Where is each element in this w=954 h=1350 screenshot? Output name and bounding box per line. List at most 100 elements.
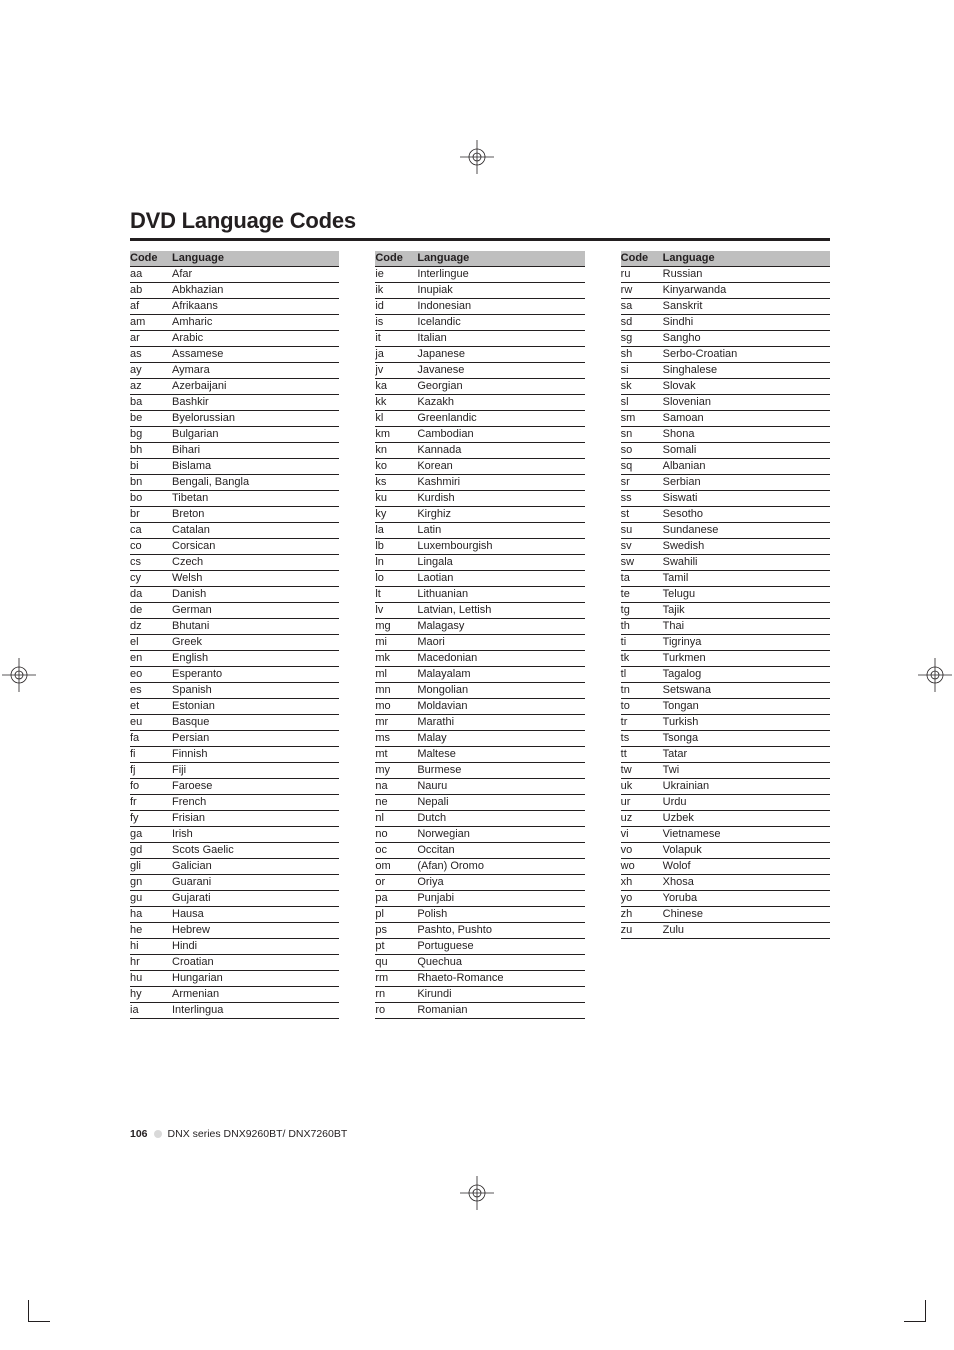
- cell-language: Icelandic: [417, 315, 584, 331]
- table-row: faPersian: [130, 731, 339, 747]
- table-row: ksKashmiri: [375, 475, 584, 491]
- cell-code: bg: [130, 427, 172, 443]
- footer-text: DNX series DNX9260BT/ DNX7260BT: [168, 1128, 348, 1140]
- cell-code: uz: [621, 811, 663, 827]
- table-row: quQuechua: [375, 955, 584, 971]
- cell-language: Samoan: [663, 411, 830, 427]
- cell-language: French: [172, 795, 339, 811]
- table-row: nlDutch: [375, 811, 584, 827]
- cell-language: Azerbaijani: [172, 379, 339, 395]
- table-row: srSerbian: [621, 475, 830, 491]
- table-row: ukUkrainian: [621, 779, 830, 795]
- cell-language: Tajik: [663, 603, 830, 619]
- cell-code: rm: [375, 971, 417, 987]
- cell-language: English: [172, 651, 339, 667]
- table-row: hiHindi: [130, 939, 339, 955]
- cell-code: bi: [130, 459, 172, 475]
- page-title: DVD Language Codes: [130, 208, 830, 234]
- cell-language: Tsonga: [663, 731, 830, 747]
- cell-language: Japanese: [417, 347, 584, 363]
- cell-language: Hausa: [172, 907, 339, 923]
- cell-code: fi: [130, 747, 172, 763]
- language-table: CodeLanguageieInterlingueikInupiakidIndo…: [375, 251, 584, 1019]
- table-row: noNorwegian: [375, 827, 584, 843]
- cell-code: as: [130, 347, 172, 363]
- cell-code: la: [375, 523, 417, 539]
- document-page: DVD Language Codes CodeLanguageaaAfarabA…: [0, 0, 954, 1350]
- cell-language: Slovak: [663, 379, 830, 395]
- table-row: twTwi: [621, 763, 830, 779]
- cell-language: Quechua: [417, 955, 584, 971]
- cell-code: el: [130, 635, 172, 651]
- cell-language: Bhutani: [172, 619, 339, 635]
- registration-mark-right: [918, 658, 952, 692]
- cell-language: Russian: [663, 267, 830, 283]
- table-row: amAmharic: [130, 315, 339, 331]
- cell-language: Persian: [172, 731, 339, 747]
- cell-language: Hungarian: [172, 971, 339, 987]
- table-row: voVolapuk: [621, 843, 830, 859]
- table-row: daDanish: [130, 587, 339, 603]
- cell-code: ar: [130, 331, 172, 347]
- cell-code: su: [621, 523, 663, 539]
- table-row: ocOccitan: [375, 843, 584, 859]
- cell-language: Kannada: [417, 443, 584, 459]
- cell-language: Setswana: [663, 683, 830, 699]
- cell-language: Ukrainian: [663, 779, 830, 795]
- table-row: zhChinese: [621, 907, 830, 923]
- table-row: abAbkhazian: [130, 283, 339, 299]
- cell-language: Esperanto: [172, 667, 339, 683]
- table-row: toTongan: [621, 699, 830, 715]
- cell-code: ie: [375, 267, 417, 283]
- table-row: beByelorussian: [130, 411, 339, 427]
- cell-code: az: [130, 379, 172, 395]
- cell-language: Italian: [417, 331, 584, 347]
- cell-code: am: [130, 315, 172, 331]
- cell-code: mk: [375, 651, 417, 667]
- cell-language: Tibetan: [172, 491, 339, 507]
- table-row: ssSiswati: [621, 491, 830, 507]
- table-row: rnKirundi: [375, 987, 584, 1003]
- table-row: bhBihari: [130, 443, 339, 459]
- table-row: kmCambodian: [375, 427, 584, 443]
- table-row: loLaotian: [375, 571, 584, 587]
- cell-language: Oriya: [417, 875, 584, 891]
- cell-code: kk: [375, 395, 417, 411]
- cell-language: Galician: [172, 859, 339, 875]
- cell-language: Hindi: [172, 939, 339, 955]
- table-row: brBreton: [130, 507, 339, 523]
- cell-language: Arabic: [172, 331, 339, 347]
- cell-language: Norwegian: [417, 827, 584, 843]
- cell-language: Afrikaans: [172, 299, 339, 315]
- table-row: taTamil: [621, 571, 830, 587]
- table-row: bnBengali, Bangla: [130, 475, 339, 491]
- table-row: arArabic: [130, 331, 339, 347]
- table-row: deGerman: [130, 603, 339, 619]
- table-row: myBurmese: [375, 763, 584, 779]
- cell-code: sn: [621, 427, 663, 443]
- cell-code: yo: [621, 891, 663, 907]
- cell-code: no: [375, 827, 417, 843]
- cell-language: Kirundi: [417, 987, 584, 1003]
- table-row: hyArmenian: [130, 987, 339, 1003]
- cell-code: bn: [130, 475, 172, 491]
- table-row: bgBulgarian: [130, 427, 339, 443]
- cell-code: ml: [375, 667, 417, 683]
- cell-language: Dutch: [417, 811, 584, 827]
- cell-code: oc: [375, 843, 417, 859]
- table-row: dzBhutani: [130, 619, 339, 635]
- cell-code: ms: [375, 731, 417, 747]
- cell-language: Bislama: [172, 459, 339, 475]
- cell-language: Burmese: [417, 763, 584, 779]
- cell-code: sg: [621, 331, 663, 347]
- table-row: yoYoruba: [621, 891, 830, 907]
- table-row: tlTagalog: [621, 667, 830, 683]
- cell-code: ts: [621, 731, 663, 747]
- cell-language: Luxembourgish: [417, 539, 584, 555]
- cell-code: ku: [375, 491, 417, 507]
- table-row: mtMaltese: [375, 747, 584, 763]
- cell-code: sv: [621, 539, 663, 555]
- cell-language: Czech: [172, 555, 339, 571]
- cell-code: uk: [621, 779, 663, 795]
- cell-language: Tamil: [663, 571, 830, 587]
